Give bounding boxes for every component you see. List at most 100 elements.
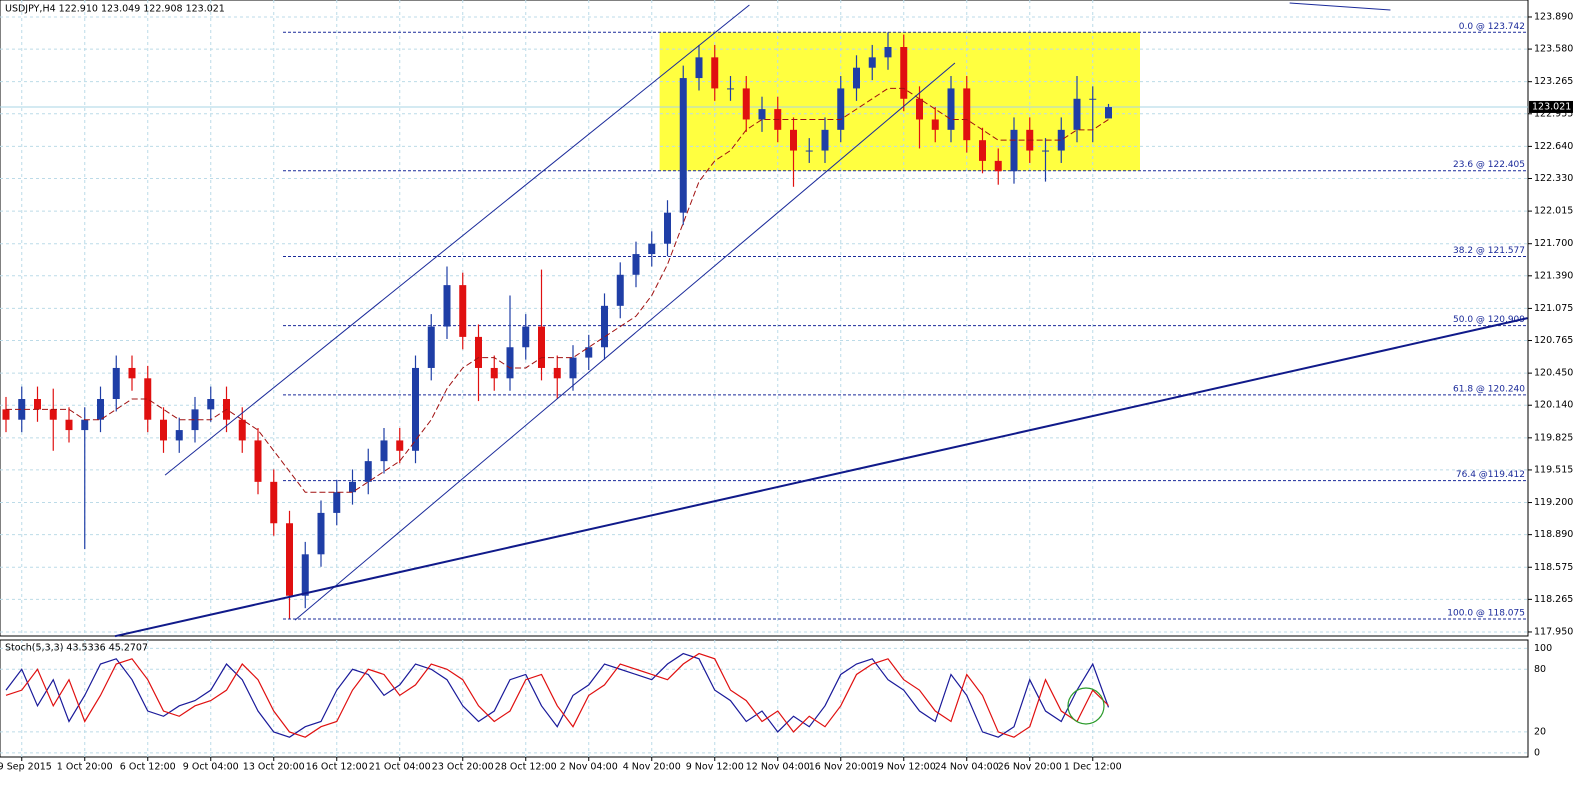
candle-body bbox=[333, 492, 341, 513]
fib-label: 0.0 @ 123.742 bbox=[1459, 22, 1525, 32]
x-tick-label: 12 Nov 04:00 bbox=[746, 762, 810, 773]
candle-body bbox=[380, 440, 388, 462]
candle-body bbox=[427, 326, 435, 368]
x-tick-label: 9 Oct 04:00 bbox=[183, 762, 239, 773]
candle-body bbox=[112, 367, 120, 400]
candle-body bbox=[349, 481, 356, 493]
candle-body bbox=[317, 512, 325, 555]
x-tick-label: 6 Oct 12:00 bbox=[120, 762, 176, 773]
stoch-tick-label: 100 bbox=[1534, 643, 1552, 654]
candle-body bbox=[459, 285, 467, 337]
candle-body bbox=[1042, 150, 1049, 152]
candle-body bbox=[553, 367, 561, 379]
candle-body bbox=[790, 129, 797, 151]
candle-body bbox=[616, 274, 624, 306]
candle-body bbox=[1010, 129, 1018, 172]
candle-body bbox=[128, 367, 136, 379]
annotation-circle bbox=[1067, 687, 1105, 725]
candle-body bbox=[412, 367, 419, 451]
candle-body bbox=[868, 57, 876, 68]
y-tick-label: 119.515 bbox=[1534, 464, 1573, 475]
candle-body bbox=[931, 119, 939, 130]
candle-body bbox=[522, 326, 530, 348]
x-tick-label: 1 Oct 20:00 bbox=[57, 762, 113, 773]
y-tick-label: 121.075 bbox=[1534, 303, 1573, 314]
candle-body bbox=[758, 109, 766, 120]
candle-body bbox=[97, 399, 104, 420]
candle-body bbox=[364, 461, 372, 482]
candle-body bbox=[49, 409, 57, 420]
trendline bbox=[1289, 2, 1391, 11]
x-tick-label: 29 Sep 2015 bbox=[0, 762, 52, 773]
y-tick-label: 121.390 bbox=[1534, 270, 1573, 281]
candle-body bbox=[506, 347, 514, 379]
candle-body bbox=[884, 47, 892, 58]
x-tick-label: 28 Oct 12:00 bbox=[495, 762, 557, 773]
stoch-title: Stoch(5,3,3) 43.5336 45.2707 bbox=[5, 643, 148, 654]
fib-label: 100.0 @ 118.075 bbox=[1447, 609, 1525, 619]
candle-body bbox=[81, 419, 89, 431]
candle-body bbox=[947, 88, 955, 130]
candle-body bbox=[994, 160, 1002, 172]
x-tick-label: 1 Dec 12:00 bbox=[1064, 762, 1122, 773]
candle-body bbox=[569, 357, 577, 379]
candle-body bbox=[207, 399, 215, 410]
stoch-line bbox=[5, 652, 1110, 738]
candle-body bbox=[963, 88, 971, 141]
candle-body bbox=[490, 367, 498, 379]
candle-body bbox=[144, 378, 152, 420]
candle-body bbox=[538, 326, 545, 368]
y-tick-label: 118.890 bbox=[1534, 529, 1573, 540]
candle-body bbox=[979, 140, 986, 161]
stoch-tick-label: 20 bbox=[1534, 726, 1546, 737]
candle-body bbox=[805, 150, 813, 152]
candle-body bbox=[475, 336, 482, 368]
candle-body bbox=[695, 57, 703, 79]
candle-body bbox=[837, 88, 845, 130]
candle-body bbox=[711, 57, 719, 89]
trendline bbox=[114, 317, 1528, 638]
fib-label: 76.4 @119.412 bbox=[1456, 470, 1525, 480]
candle-body bbox=[160, 419, 167, 441]
candle-body bbox=[1057, 129, 1065, 151]
y-tick-label: 122.640 bbox=[1534, 141, 1573, 152]
candle-body bbox=[821, 129, 829, 151]
candle-body bbox=[286, 523, 293, 596]
chart-title: USDJPY,H4 122.910 123.049 122.908 123.02… bbox=[5, 4, 225, 15]
x-tick-label: 24 Nov 04:00 bbox=[935, 762, 999, 773]
x-tick-label: 2 Nov 04:00 bbox=[560, 762, 618, 773]
candle-body bbox=[742, 88, 750, 120]
y-tick-label: 121.700 bbox=[1534, 238, 1573, 249]
candle-body bbox=[916, 98, 923, 120]
candle-body bbox=[65, 419, 73, 431]
y-tick-label: 122.015 bbox=[1534, 206, 1573, 217]
candle-body bbox=[1089, 98, 1097, 100]
last-price-box bbox=[1529, 100, 1573, 113]
y-tick-label: 117.950 bbox=[1534, 626, 1573, 637]
x-tick-label: 16 Nov 20:00 bbox=[809, 762, 873, 773]
x-tick-label: 19 Nov 12:00 bbox=[872, 762, 936, 773]
x-tick-label: 26 Nov 20:00 bbox=[998, 762, 1062, 773]
last-price-label: 123.021 bbox=[1532, 101, 1571, 112]
y-tick-label: 120.140 bbox=[1534, 400, 1573, 411]
candle-body bbox=[679, 78, 687, 213]
moving-average bbox=[6, 87, 1109, 493]
candle-body bbox=[2, 409, 10, 420]
y-tick-label: 122.330 bbox=[1534, 173, 1573, 184]
candle-body bbox=[18, 399, 26, 420]
x-tick-label: 23 Oct 20:00 bbox=[432, 762, 494, 773]
candle-body bbox=[632, 254, 640, 275]
y-tick-label: 120.765 bbox=[1534, 335, 1573, 346]
fib-zone bbox=[659, 32, 1140, 171]
candle-body bbox=[254, 440, 262, 482]
fib-label: 23.6 @ 122.405 bbox=[1453, 160, 1525, 170]
y-tick-label: 123.580 bbox=[1534, 44, 1573, 55]
candle-body bbox=[1105, 107, 1112, 119]
candle-body bbox=[301, 554, 309, 596]
x-tick-label: 9 Nov 12:00 bbox=[686, 762, 744, 773]
candle-body bbox=[664, 212, 671, 244]
trendline bbox=[294, 62, 956, 621]
x-tick-label: 4 Nov 20:00 bbox=[623, 762, 681, 773]
candle-body bbox=[191, 409, 199, 431]
